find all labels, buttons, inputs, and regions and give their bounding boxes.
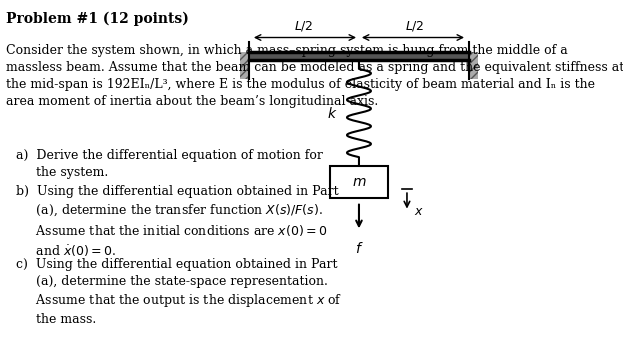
Bar <box>469 52 478 79</box>
Text: Consider the system shown, in which a mass–spring system is hung from the middle: Consider the system shown, in which a ma… <box>6 44 623 108</box>
Text: $k$: $k$ <box>327 106 338 120</box>
Text: a)  Derive the differential equation of motion for
     the system.: a) Derive the differential equation of m… <box>16 149 323 179</box>
Text: Problem #1 (12 points): Problem #1 (12 points) <box>6 11 189 26</box>
Text: b)  Using the differential equation obtained in Part
     (a), determine the tra: b) Using the differential equation obtai… <box>16 185 338 259</box>
Text: c)  Using the differential equation obtained in Part
     (a), determine the sta: c) Using the differential equation obtai… <box>16 258 342 326</box>
Text: $x$: $x$ <box>414 205 424 218</box>
Bar <box>240 52 249 79</box>
Text: $L/2$: $L/2$ <box>294 18 313 32</box>
Text: $L/2$: $L/2$ <box>404 18 424 32</box>
Bar <box>249 52 469 61</box>
Text: $m$: $m$ <box>352 175 366 189</box>
Text: $f$: $f$ <box>354 241 363 256</box>
Bar <box>330 166 388 198</box>
